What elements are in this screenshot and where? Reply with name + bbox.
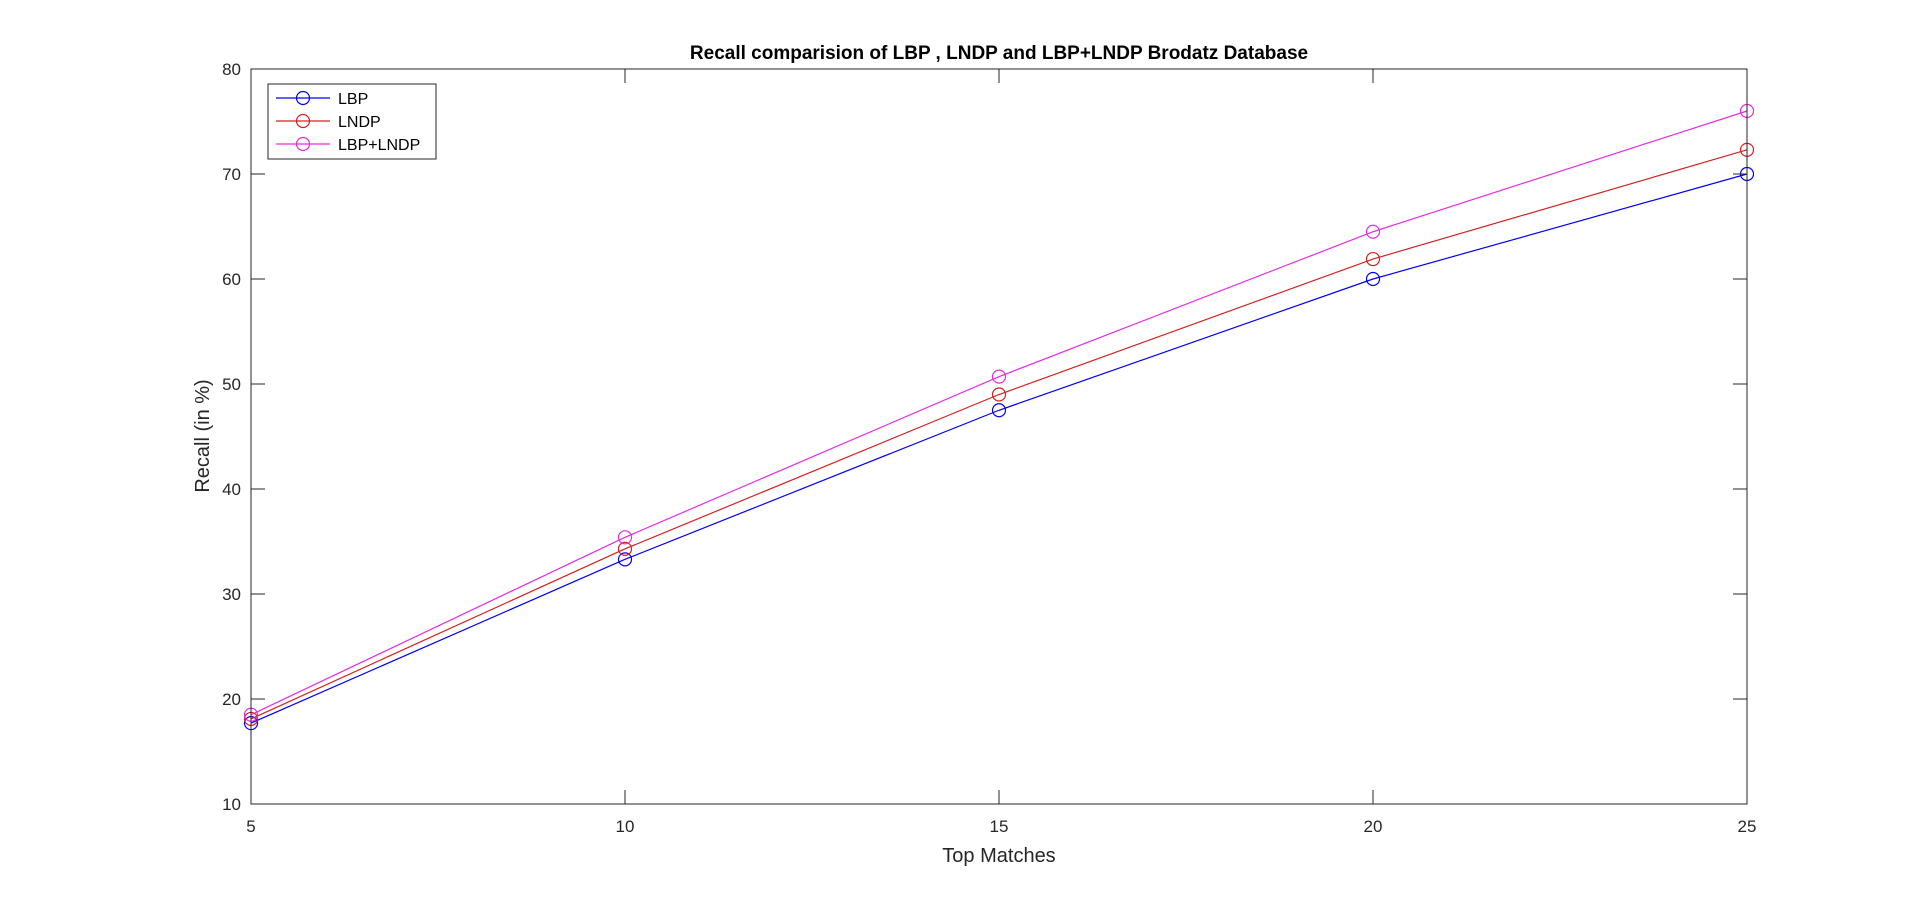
y-tick-label: 70 bbox=[222, 165, 241, 184]
data-point bbox=[1365, 271, 1381, 287]
series-lndp bbox=[243, 142, 1755, 727]
data-point bbox=[617, 552, 633, 567]
y-tick-label: 10 bbox=[222, 795, 241, 814]
y-tick-label: 60 bbox=[222, 270, 241, 289]
y-tick-label: 40 bbox=[222, 480, 241, 499]
data-point bbox=[991, 403, 1007, 418]
series-line bbox=[250, 173, 1748, 724]
legend: LBP LNDP LBP+LNDP bbox=[267, 83, 437, 160]
y-tick-label: 20 bbox=[222, 690, 241, 709]
legend-label: LBP+LNDP bbox=[338, 137, 420, 154]
data-point bbox=[1365, 251, 1381, 267]
x-tick-label: 20 bbox=[1364, 817, 1383, 836]
data-point bbox=[991, 369, 1007, 384]
y-tick-label: 80 bbox=[222, 60, 241, 79]
legend-marker bbox=[295, 113, 311, 129]
x-axis-title: Top Matches bbox=[942, 845, 1055, 867]
legend-label: LNDP bbox=[338, 114, 381, 131]
legend-marker bbox=[295, 90, 311, 106]
data-point bbox=[617, 530, 633, 545]
plot-background bbox=[251, 69, 1747, 804]
x-tick-label: 5 bbox=[246, 817, 255, 836]
data-point bbox=[1365, 224, 1381, 239]
x-tick-label: 10 bbox=[616, 817, 635, 836]
legend-label: LBP bbox=[338, 91, 368, 108]
x-tick-label: 25 bbox=[1738, 817, 1757, 836]
legend-items: LBP LNDP LBP+LNDP bbox=[276, 90, 420, 154]
y-axis-title: Recall (in %) bbox=[192, 379, 214, 492]
series-line bbox=[250, 110, 1748, 716]
y-tick-label: 30 bbox=[222, 585, 241, 604]
y-tick-label: 50 bbox=[222, 375, 241, 394]
chart-title: Recall comparision of LBP , LNDP and LBP… bbox=[690, 43, 1308, 64]
data-point bbox=[617, 541, 633, 556]
series-line bbox=[250, 149, 1748, 720]
ticks-layer: 5 10 15 20 25 10 20 30 40 50 60 70 80 bbox=[222, 60, 1756, 836]
x-tick-label: 15 bbox=[990, 817, 1009, 836]
data-point bbox=[991, 387, 1007, 402]
legend-marker bbox=[295, 136, 311, 152]
